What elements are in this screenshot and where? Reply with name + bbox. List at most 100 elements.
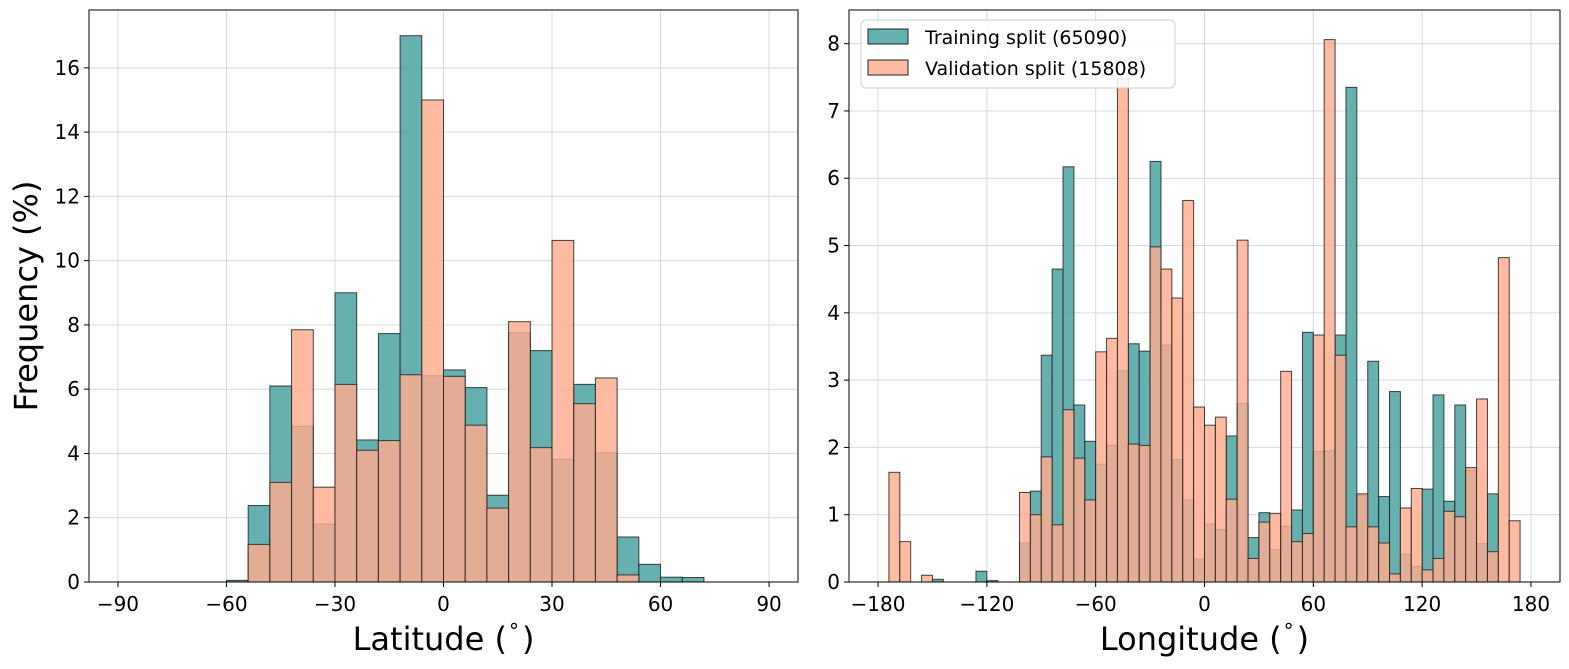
longitude-validation-bar	[1454, 516, 1467, 583]
latitude-x-tick-label: −90	[97, 592, 139, 616]
longitude-validation-bar	[1345, 526, 1358, 583]
longitude-validation-bar	[1073, 457, 1086, 583]
longitude-validation-bar	[899, 541, 912, 583]
longitude-y-tick-label: 8	[827, 32, 840, 56]
legend-swatch-training	[867, 28, 909, 45]
longitude-x-tick-label: −60	[1075, 592, 1117, 616]
longitude-validation-bar	[888, 471, 901, 583]
longitude-validation-bar	[1214, 416, 1227, 583]
longitude-training-bar	[1389, 391, 1401, 583]
longitude-validation-bar	[1356, 493, 1369, 583]
latitude-validation-bar	[486, 507, 510, 583]
latitude-y-tick-label: 4	[67, 441, 80, 465]
longitude-validation-bar	[1323, 39, 1336, 583]
latitude-validation-bar	[312, 486, 336, 583]
latitude-x-tick-label: −60	[205, 592, 247, 616]
longitude-validation-bar	[1040, 456, 1053, 583]
legend: Training split (65090) Validation split …	[860, 19, 1176, 89]
longitude-y-tick-label: 1	[827, 503, 840, 527]
latitude-validation-bar	[421, 99, 445, 583]
longitude-validation-bar	[1301, 533, 1314, 583]
longitude-validation-bar	[1127, 443, 1140, 583]
longitude-y-tick-label: 2	[827, 435, 840, 459]
latitude-validation-bar	[529, 447, 553, 583]
longitude-validation-bar	[1432, 557, 1445, 583]
longitude-validation-bar	[1486, 551, 1499, 583]
latitude-x-tick-label: 0	[437, 592, 450, 616]
longitude-validation-bar	[1497, 257, 1510, 583]
latitude-y-tick-label: 12	[55, 184, 80, 208]
longitude-validation-bar	[1410, 487, 1423, 583]
longitude-validation-bar	[1225, 498, 1238, 583]
latitude-validation-bar	[377, 440, 401, 583]
latitude-validation-bar	[464, 424, 488, 583]
longitude-x-axis-label-main: Longitude (	[1100, 620, 1282, 658]
latitude-y-tick-label: 10	[55, 249, 80, 273]
longitude-validation-bar	[1465, 467, 1478, 583]
latitude-training-bar	[638, 563, 662, 583]
latitude-validation-bar	[508, 321, 531, 583]
longitude-validation-bar	[1258, 521, 1271, 583]
latitude-y-tick-label: 16	[55, 56, 80, 80]
latitude-training-bar	[681, 577, 705, 583]
longitude-x-tick-label: −120	[959, 592, 1014, 616]
longitude-x-tick-label: −180	[851, 592, 906, 616]
latitude-x-axis-label-degree: °	[509, 619, 519, 643]
longitude-validation-bar	[1138, 444, 1151, 583]
longitude-validation-bar	[1095, 351, 1108, 583]
longitude-y-tick-label: 7	[827, 99, 840, 123]
latitude-validation-bar	[616, 574, 640, 583]
longitude-validation-bar	[1204, 424, 1216, 583]
legend-label-validation: Validation split (15808)	[925, 58, 1146, 80]
latitude-x-tick-label: 90	[756, 592, 781, 616]
longitude-validation-bar	[1399, 507, 1412, 583]
longitude-validation-bar	[1062, 409, 1075, 583]
longitude-y-tick-label: 0	[827, 570, 840, 594]
longitude-training-bar	[1421, 488, 1434, 583]
longitude-axis-ticks: −180 −120 −60 0 60 120 180 0 1 2 3 4 5 6 7 8	[827, 32, 1550, 616]
latitude-validation-bar	[247, 543, 271, 583]
longitude-validation-bar	[1443, 510, 1456, 583]
latitude-y-tick-label: 0	[67, 570, 80, 594]
longitude-validation-bar	[1051, 524, 1064, 583]
latitude-x-tick-label: 60	[648, 592, 673, 616]
longitude-validation-bar	[1367, 526, 1380, 583]
longitude-training-bar	[1432, 394, 1445, 583]
longitude-validation-bar	[1171, 297, 1184, 583]
latitude-validation-bar	[551, 239, 575, 583]
longitude-validation-bar	[1193, 406, 1205, 583]
longitude-x-axis-label: Longitude (°)	[1100, 619, 1309, 658]
longitude-histogram-panel: −180 −120 −60 0 60 120 180 0 1 2 3 4 5 6 7 8 Longitude …	[827, 9, 1561, 658]
latitude-histogram-panel: −90 −60 −30 0 30 60 90 0 2 4 6 8 10 12 14 16 Latitude (…	[7, 9, 799, 658]
latitude-y-tick-label: 2	[67, 506, 80, 530]
latitude-training-bar	[660, 576, 683, 583]
longitude-training-bar	[975, 570, 988, 583]
longitude-validation-bar	[1312, 334, 1325, 583]
longitude-y-tick-label: 6	[827, 166, 840, 190]
latitude-validation-bar	[269, 481, 293, 583]
longitude-x-tick-label: 0	[1198, 592, 1211, 616]
longitude-y-tick-label: 3	[827, 368, 840, 392]
longitude-validation-bar	[1334, 354, 1347, 583]
latitude-validation-bar	[443, 375, 466, 583]
longitude-y-tick-label: 5	[827, 234, 840, 258]
longitude-validation-bar	[1084, 499, 1097, 583]
latitude-x-tick-label: −30	[314, 592, 356, 616]
latitude-validation-bar	[291, 329, 314, 583]
longitude-validation-bar	[1106, 337, 1118, 583]
longitude-training-bar	[1345, 86, 1358, 583]
latitude-validation-bar	[399, 374, 423, 583]
latitude-x-axis-label-main: Latitude (	[353, 620, 507, 658]
latitude-axes-frame	[88, 9, 799, 583]
latitude-validation-bar	[594, 377, 618, 583]
longitude-validation-bar	[1247, 557, 1260, 583]
longitude-validation-bar	[1149, 246, 1162, 583]
longitude-validation-bar	[1476, 398, 1488, 583]
longitude-validation-bar	[1280, 370, 1293, 583]
longitude-validation-bar	[1160, 268, 1173, 583]
longitude-x-tick-label: 180	[1512, 592, 1550, 616]
latitude-validation-bar	[356, 449, 379, 583]
latitude-x-tick-label: 30	[539, 592, 564, 616]
legend-swatch-validation	[867, 59, 909, 76]
longitude-validation-bar	[1269, 512, 1282, 583]
